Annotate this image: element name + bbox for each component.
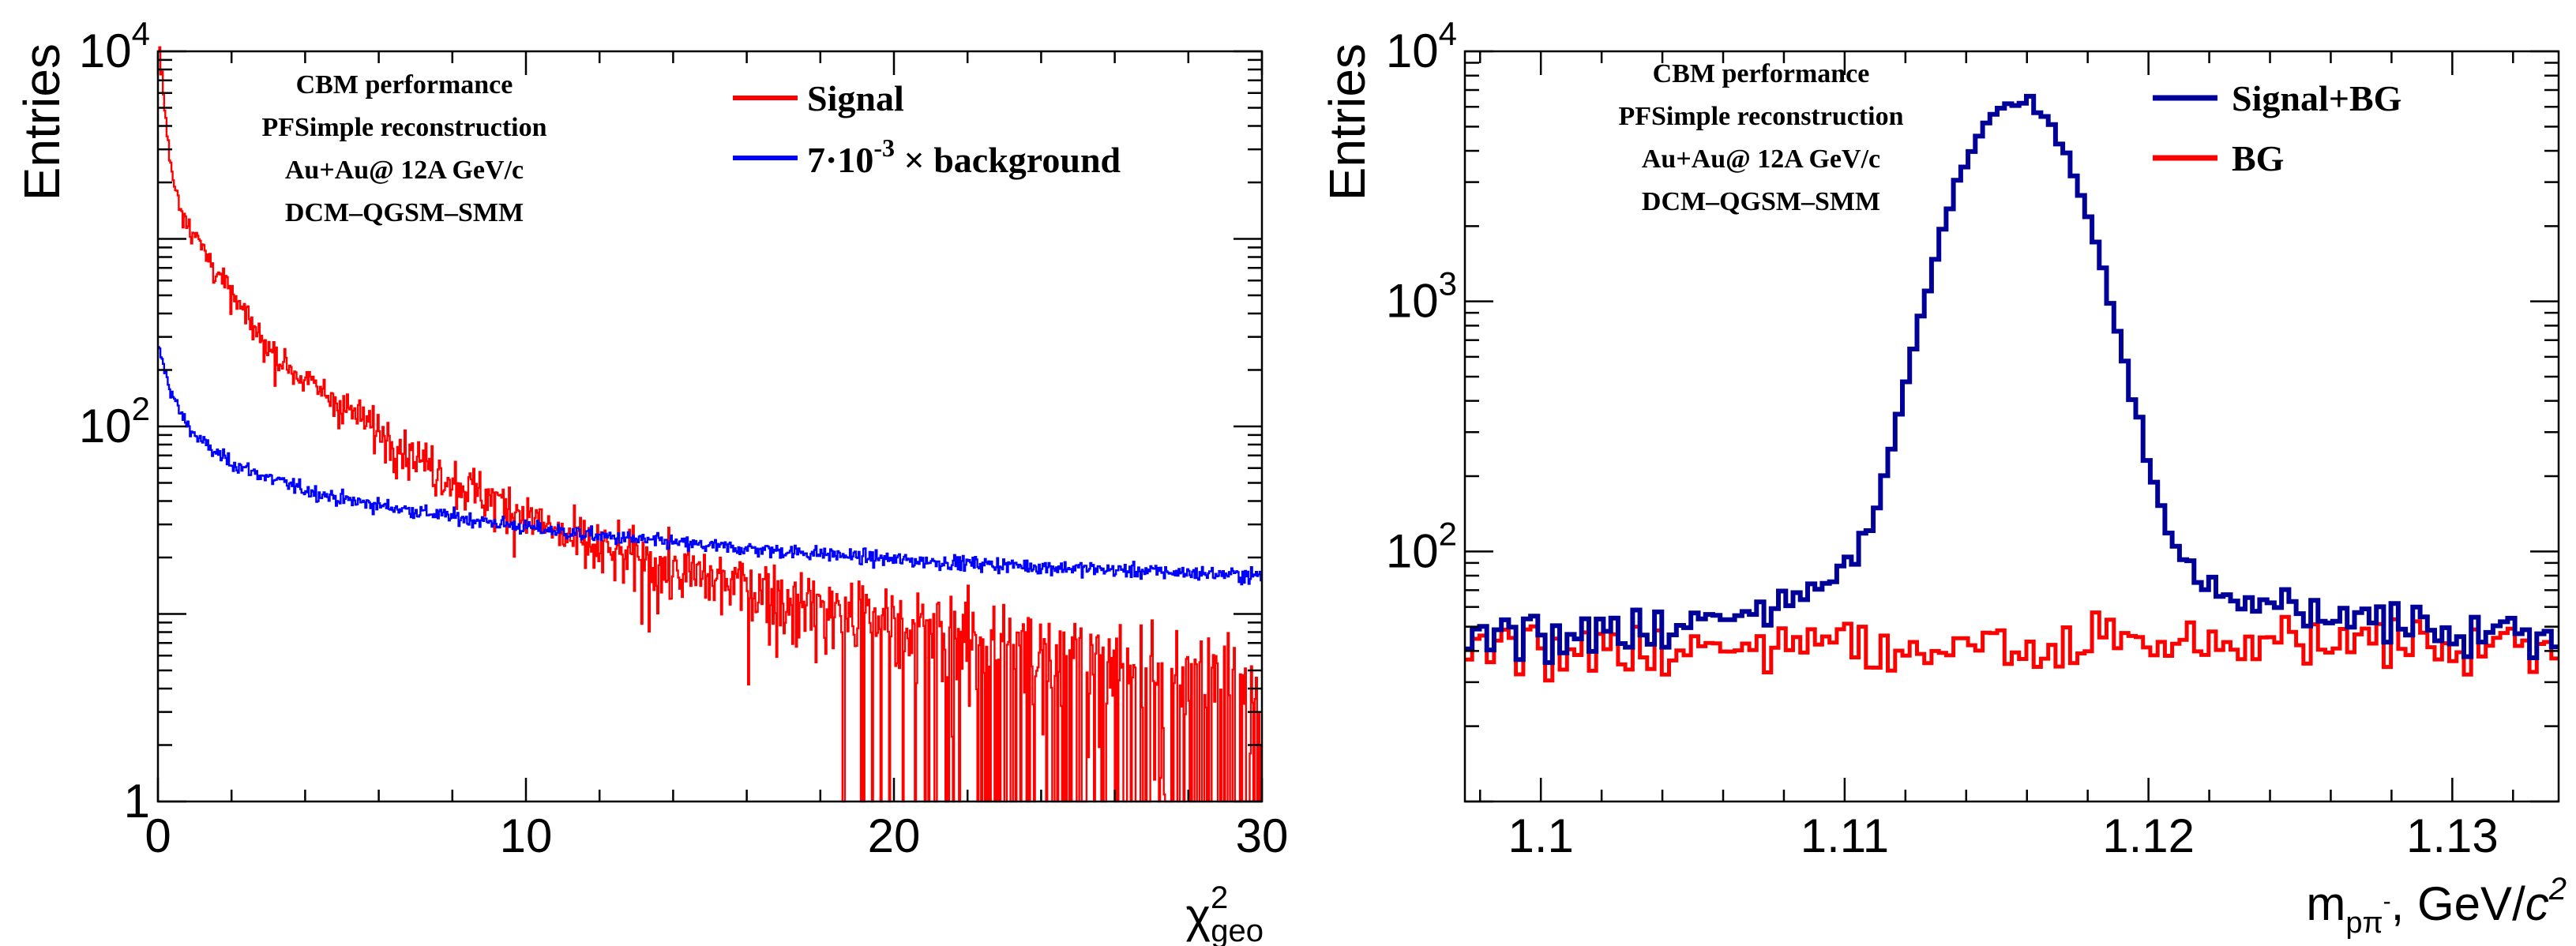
l-y-tick-exp: 2 — [132, 390, 150, 427]
chi2-annotation-line-3: Au+Au@ 12A GeV/c — [285, 156, 524, 185]
r-x-tick-label: 1.13 — [2406, 809, 2499, 862]
r-y-tick-base: 10 — [1386, 275, 1439, 328]
l-y-tick-label: 102 — [79, 390, 150, 452]
l-y-tick-base: 1 — [124, 775, 150, 828]
chi2-annotation-line-4: DCM–QGSM–SMM — [285, 198, 524, 227]
mass-xlabel-sub: pπ — [2345, 907, 2383, 940]
chi2-legend-background-suffix: × background — [895, 140, 1121, 180]
r-y-tick-base: 10 — [1386, 24, 1439, 77]
chi2-legend-background-label: 7·10-3 × background — [807, 133, 1121, 180]
r-y-tick-label: 104 — [1386, 15, 1457, 77]
l-x-tick-label: 10 — [500, 809, 553, 862]
r-y-tick-label: 103 — [1386, 265, 1457, 328]
mass-annotation-line-1: CBM performance — [1653, 59, 1870, 88]
mass-plot-frame — [1463, 50, 2560, 803]
mass-legend-signalbg-label: Signal+BG — [2232, 78, 2401, 118]
l-x-tick-label: 20 — [868, 809, 921, 862]
l-y-tick-label: 1 — [124, 775, 150, 828]
r-y-tick-exp: 2 — [1439, 515, 1457, 552]
chi2-legend-signal-label: Signal — [807, 78, 904, 118]
chi2-xlabel-sup: 2 — [1211, 880, 1228, 915]
chi2-annotation: CBM performance PFSimple reconstruction … — [261, 70, 546, 227]
mass-y-axis-label: Entries — [1319, 43, 1376, 201]
l-y-tick-base: 10 — [79, 400, 132, 452]
mass-series-layer — [1465, 93, 2559, 683]
l-y-tick-exp: 4 — [132, 15, 150, 52]
mass-legend: Signal+BG BG — [2153, 78, 2401, 178]
mass-annotation-line-2: PFSimple reconstruction — [1618, 102, 1903, 131]
l-y-tick-label: 104 — [79, 15, 150, 77]
r-y-tick-exp: 3 — [1439, 265, 1457, 302]
r-x-tick-label: 1.12 — [2102, 809, 2195, 862]
chi2-legend-background-sup: -3 — [873, 133, 895, 162]
mass-legend-bg-label: BG — [2232, 138, 2284, 178]
l-x-tick-label: 0 — [145, 809, 171, 862]
chi2-x-axis-label: χ2 geo — [1186, 880, 1264, 946]
mass-bg-line — [1465, 610, 2559, 683]
mass-annotation-line-4: DCM–QGSM–SMM — [1642, 187, 1880, 216]
l-y-tick-base: 10 — [79, 24, 132, 77]
mass-xlabel-rest: , GeV/ — [2391, 877, 2525, 930]
chi2-xlabel-sub: geo — [1211, 914, 1264, 946]
mass-xlabel-c: c — [2525, 877, 2549, 930]
r-y-tick-exp: 4 — [1439, 15, 1457, 52]
mass-annotation: CBM performance PFSimple reconstruction … — [1618, 59, 1903, 216]
r-y-tick-label: 102 — [1386, 515, 1457, 577]
mass-signalbg-line — [1465, 93, 2559, 666]
l-x-tick-label: 30 — [1236, 809, 1289, 862]
mass-xlabel-subsup: - — [2383, 888, 2391, 914]
chi2-annotation-line-2: PFSimple reconstruction — [261, 113, 546, 142]
mass-xlabel-main: m — [2306, 877, 2345, 930]
chi2-legend: Signal 7·10-3 × background — [733, 78, 1121, 180]
chi2-xlabel-main: χ — [1186, 889, 1211, 942]
chi2-annotation-line-1: CBM performance — [296, 70, 513, 99]
chi2-background-line — [158, 346, 1262, 586]
mass-xlabel-csup: 2 — [2548, 872, 2567, 907]
r-x-tick-label: 1.1 — [1508, 809, 1573, 862]
r-y-tick-base: 10 — [1386, 524, 1439, 577]
chi2-series-layer — [158, 46, 1262, 803]
mass-x-axis-label: mpπ-, GeV/c2 — [2306, 872, 2567, 940]
chi2-y-axis-label: Entries — [13, 43, 70, 201]
chi2-legend-background-prefix: 7·10 — [807, 140, 873, 180]
mass-annotation-line-3: Au+Au@ 12A GeV/c — [1642, 145, 1880, 174]
r-x-tick-label: 1.11 — [1801, 809, 1889, 862]
chi2-signal-line — [158, 46, 1262, 803]
